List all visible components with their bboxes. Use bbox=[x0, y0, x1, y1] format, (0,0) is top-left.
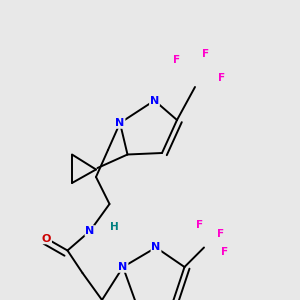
Text: F: F bbox=[173, 55, 181, 65]
Text: O: O bbox=[42, 233, 51, 244]
Text: F: F bbox=[217, 229, 224, 239]
Text: F: F bbox=[202, 49, 209, 59]
Text: F: F bbox=[196, 220, 203, 230]
Text: F: F bbox=[218, 73, 226, 83]
Text: H: H bbox=[110, 221, 118, 232]
Text: N: N bbox=[118, 262, 127, 272]
Text: N: N bbox=[152, 242, 160, 253]
Text: F: F bbox=[221, 247, 229, 257]
Text: N: N bbox=[85, 226, 94, 236]
Text: N: N bbox=[116, 118, 124, 128]
Text: N: N bbox=[150, 95, 159, 106]
